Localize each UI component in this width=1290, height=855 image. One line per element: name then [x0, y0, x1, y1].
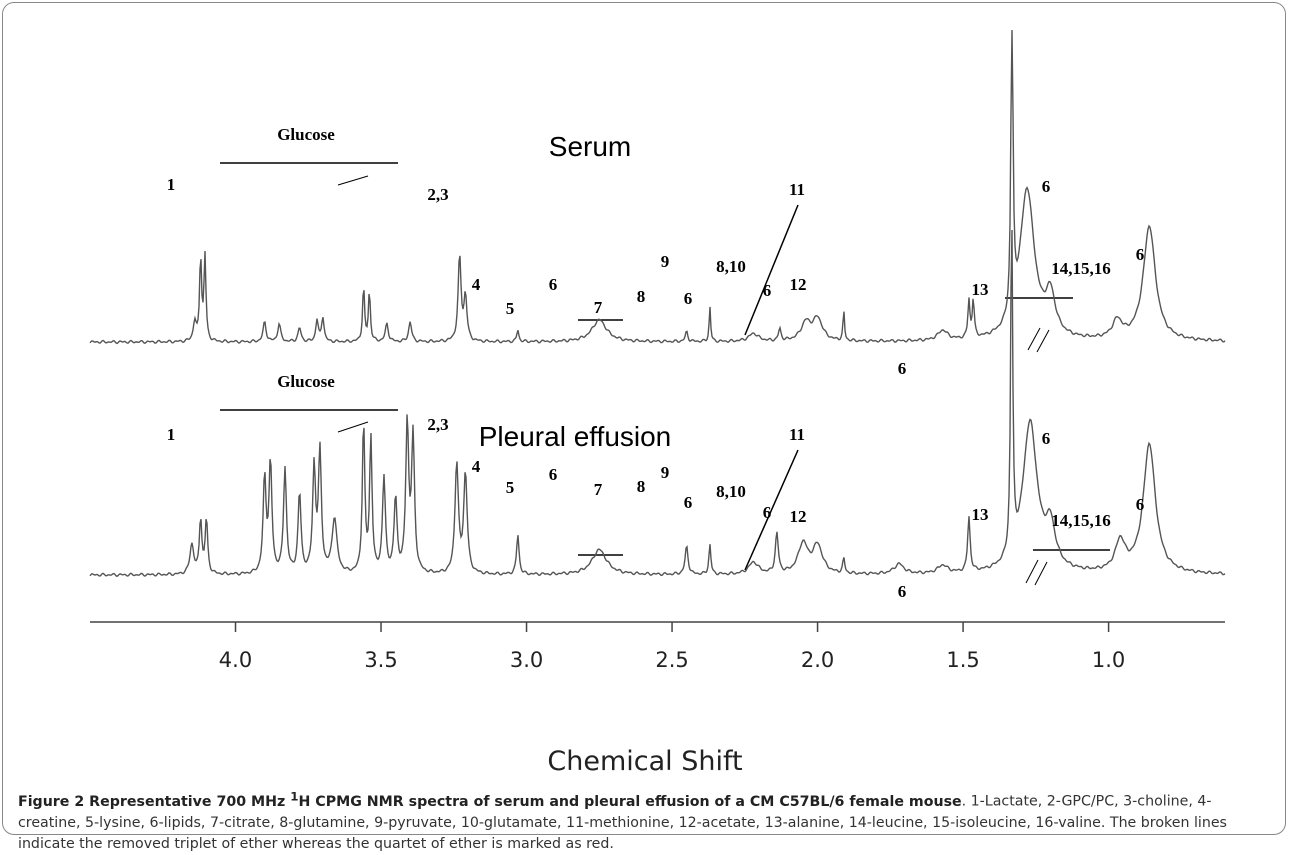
peak-label: 14,15,16	[1051, 259, 1111, 278]
caption-title-sup: 1	[290, 789, 299, 803]
x-tick-label: 1.0	[1092, 648, 1125, 672]
spectrum-line	[89, 29, 1226, 345]
peak-label: 8	[637, 477, 646, 496]
peak-label: 12	[790, 507, 807, 526]
x-tick-label: 4.0	[219, 648, 252, 672]
peak-label: 6	[1136, 495, 1145, 514]
peak-label: 6	[684, 493, 693, 512]
peak-label: 2,3	[427, 415, 448, 434]
peak-label: 2,3	[427, 185, 448, 204]
peak-label: 8	[637, 287, 646, 306]
peak-label: Glucose	[277, 125, 335, 144]
peak-label: 1	[167, 425, 176, 444]
caption-title: Figure 2 Representative 700 MHz 1H CPMG …	[18, 789, 962, 810]
peak-label: 6	[549, 465, 558, 484]
peak-label: 12	[790, 275, 807, 294]
peak-label: 11	[789, 425, 805, 444]
figure-frame	[2, 2, 1286, 835]
peak-label: 6	[1136, 245, 1145, 264]
annotation-lines	[220, 162, 1110, 586]
peak-label: 11	[789, 180, 805, 199]
peak-label: 6	[1042, 177, 1051, 196]
peak-label: 6	[684, 289, 693, 308]
peak-label: 6	[763, 281, 772, 300]
peak-label: 8,10	[716, 257, 746, 276]
spectrum-line	[89, 229, 1226, 578]
peak-label: 5	[506, 478, 515, 497]
caption-title-post: H CPMG NMR spectra of serum and pleural …	[298, 793, 962, 810]
peak-label: 13	[972, 505, 989, 524]
peak-label: Glucose	[277, 372, 335, 391]
spectrum-title: Pleural effusion	[479, 421, 672, 452]
peak-label: 6	[763, 503, 772, 522]
peak-label: 4	[472, 457, 481, 476]
x-tick-label: 3.5	[364, 648, 397, 672]
x-tick-label: 3.0	[510, 648, 543, 672]
x-tick-label: 1.5	[946, 648, 979, 672]
peak-label: 6	[1042, 429, 1051, 448]
peak-label: 14,15,16	[1051, 511, 1111, 530]
peak-label: 8,10	[716, 482, 746, 501]
peak-label: 6	[549, 275, 558, 294]
peak-label: 6	[898, 359, 907, 378]
figure: Serum Pleural effusion 4.0 3.5 3.0 2.5 2.0 1.…	[89, 29, 1226, 777]
spectrum-title: Serum	[549, 131, 631, 162]
x-axis-label: Chemical Shift	[547, 746, 742, 777]
peak-label: 1	[167, 175, 176, 194]
peak-label: 13	[972, 280, 989, 299]
peak-label: 6	[898, 582, 907, 601]
x-tick-label: 2.0	[801, 648, 834, 672]
caption: Figure 2 Representative 700 MHz 1H CPMG …	[18, 786, 1274, 855]
peak-label: 4	[472, 275, 481, 294]
peak-label: 7	[594, 298, 603, 317]
peak-label: 9	[661, 252, 670, 271]
peak-label: 5	[506, 299, 515, 318]
caption-title-pre: Figure 2 Representative 700 MHz	[18, 793, 291, 810]
peak-label: 7	[594, 480, 603, 499]
peak-label: 9	[661, 463, 670, 482]
x-tick-label: 2.5	[655, 648, 688, 672]
